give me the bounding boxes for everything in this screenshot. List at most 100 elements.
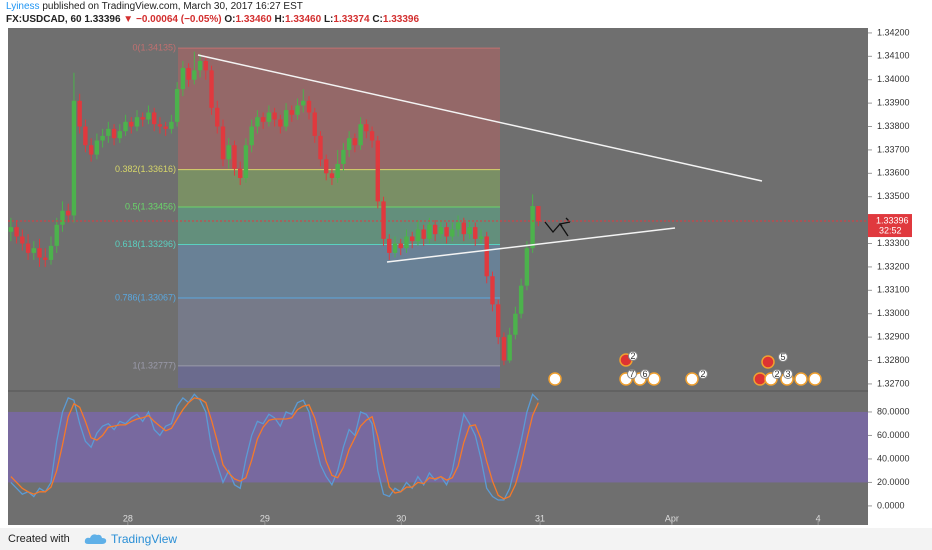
event-count[interactable]: 2 bbox=[700, 369, 705, 379]
candle-body bbox=[324, 159, 329, 174]
event-count[interactable]: 2 bbox=[774, 369, 779, 379]
y-tick-label: 1.34000 bbox=[877, 74, 910, 84]
candle-body bbox=[260, 117, 266, 122]
candle-body bbox=[77, 100, 82, 127]
candle-body bbox=[174, 89, 180, 122]
created-with: Created with bbox=[8, 533, 70, 545]
chart: 0(1.34135) 0.382(1.33616) 0.5(1.33456) 0.61… bbox=[8, 27, 932, 525]
event-count[interactable]: 2 bbox=[630, 351, 635, 361]
y-tick-label: 80.0000 bbox=[877, 406, 910, 416]
candle-body bbox=[524, 248, 530, 286]
y-tick-label: 1.33900 bbox=[877, 97, 910, 107]
event-icon bbox=[808, 372, 822, 386]
candle-body bbox=[129, 121, 134, 127]
x-tick-label: 29 bbox=[260, 513, 270, 523]
candle-body bbox=[37, 248, 42, 258]
candle-body bbox=[306, 100, 312, 113]
candle-body bbox=[169, 121, 174, 129]
event-badge bbox=[640, 369, 650, 379]
candle-body bbox=[117, 131, 122, 139]
stochastic bbox=[8, 393, 868, 501]
ohlc-label: H: bbox=[274, 14, 285, 25]
y-tick-label: 20.0000 bbox=[877, 477, 910, 487]
fibonacci: 0(1.34135) 0.382(1.33616) 0.5(1.33456) 0.61… bbox=[115, 42, 500, 388]
candle-body bbox=[152, 112, 157, 125]
candle-body bbox=[312, 112, 317, 136]
fib-label: 1(1.32777) bbox=[132, 360, 176, 370]
event-count[interactable]: 5 bbox=[780, 352, 785, 362]
candle-body bbox=[375, 140, 380, 202]
stoch-line bbox=[10, 393, 539, 501]
stoch-band bbox=[8, 411, 868, 483]
candle-body bbox=[507, 334, 512, 361]
candle-body bbox=[272, 112, 277, 120]
y-tick-label: 1.33500 bbox=[877, 191, 910, 201]
price-axis bbox=[868, 28, 932, 525]
fib-band bbox=[178, 365, 500, 388]
candle-body bbox=[518, 285, 524, 314]
published: published on TradingView.com, March 30, … bbox=[42, 1, 303, 12]
trend-line bbox=[197, 54, 763, 182]
y-tick-label: 1.33000 bbox=[877, 308, 910, 318]
change: −0.00064 (−0.05%) bbox=[135, 14, 222, 25]
header: Lyiness published on TradingView.com, Ma… bbox=[6, 0, 419, 26]
y-tick-label: 1.33700 bbox=[877, 144, 910, 154]
x-tick-label: Apr bbox=[665, 513, 679, 523]
ohlc-value: 1.33460 bbox=[285, 14, 322, 25]
x-tick-label: 4 bbox=[816, 513, 821, 523]
event-badge bbox=[783, 369, 793, 379]
candle-body bbox=[25, 243, 31, 253]
candle-body bbox=[295, 105, 300, 115]
candle-body bbox=[83, 126, 88, 146]
candle-body bbox=[197, 60, 203, 71]
candle-body bbox=[255, 117, 260, 127]
fib-label: 0(1.34135) bbox=[132, 42, 176, 52]
y-tick-label: 1.32900 bbox=[877, 331, 910, 341]
candle-body bbox=[455, 222, 461, 230]
candle-body bbox=[106, 128, 111, 136]
x-tick-label: 28 bbox=[123, 513, 133, 523]
candle-body bbox=[473, 227, 478, 239]
event-icon bbox=[761, 355, 775, 369]
candle-body bbox=[410, 236, 415, 242]
candle-body bbox=[301, 100, 306, 106]
candle-body bbox=[432, 224, 438, 235]
fib-label: 0.786(1.33067) bbox=[115, 292, 176, 302]
event-count[interactable]: 3 bbox=[785, 369, 790, 379]
candle-body bbox=[484, 236, 489, 277]
y-tick-label: 1.33600 bbox=[877, 168, 910, 178]
candle-body bbox=[289, 110, 294, 115]
candle-body bbox=[215, 107, 220, 127]
y-tick-label: 40.0000 bbox=[877, 453, 910, 463]
trend-line bbox=[386, 227, 676, 263]
candle-body bbox=[60, 210, 65, 225]
event-count[interactable]: 7 bbox=[629, 369, 634, 379]
candle-body bbox=[392, 243, 398, 253]
x-tick-label: 30 bbox=[396, 513, 406, 523]
author[interactable]: Lyiness bbox=[6, 1, 40, 12]
event-icon bbox=[753, 372, 767, 386]
candle-body bbox=[530, 206, 535, 249]
ohlc-value: 1.33396 bbox=[382, 14, 420, 25]
candle-body bbox=[203, 60, 208, 71]
brand[interactable]: TradingView bbox=[111, 532, 178, 546]
candle-body bbox=[111, 128, 117, 139]
event-icon bbox=[794, 372, 808, 386]
symbol-line: FX:USDCAD, 60 1.33396 ▼ −0.00064 (−0.05%… bbox=[6, 13, 419, 26]
symbol: FX:USDCAD, 60 bbox=[6, 14, 82, 25]
candle-body bbox=[352, 138, 358, 146]
logo bbox=[84, 534, 107, 544]
candle-body bbox=[501, 337, 507, 361]
x-tick-label: 31 bbox=[535, 513, 545, 523]
candle-body bbox=[14, 227, 19, 237]
y-tick-label: 1.33800 bbox=[877, 121, 910, 131]
event-count[interactable]: 6 bbox=[642, 369, 647, 379]
candle-body bbox=[123, 121, 128, 132]
y-tick-label: 1.34200 bbox=[877, 27, 910, 37]
candle-body bbox=[220, 126, 226, 160]
candle-body bbox=[88, 145, 94, 155]
candle-body bbox=[94, 140, 100, 155]
candle-body bbox=[513, 313, 518, 335]
candle-body bbox=[329, 173, 335, 178]
candle-body bbox=[48, 245, 54, 260]
